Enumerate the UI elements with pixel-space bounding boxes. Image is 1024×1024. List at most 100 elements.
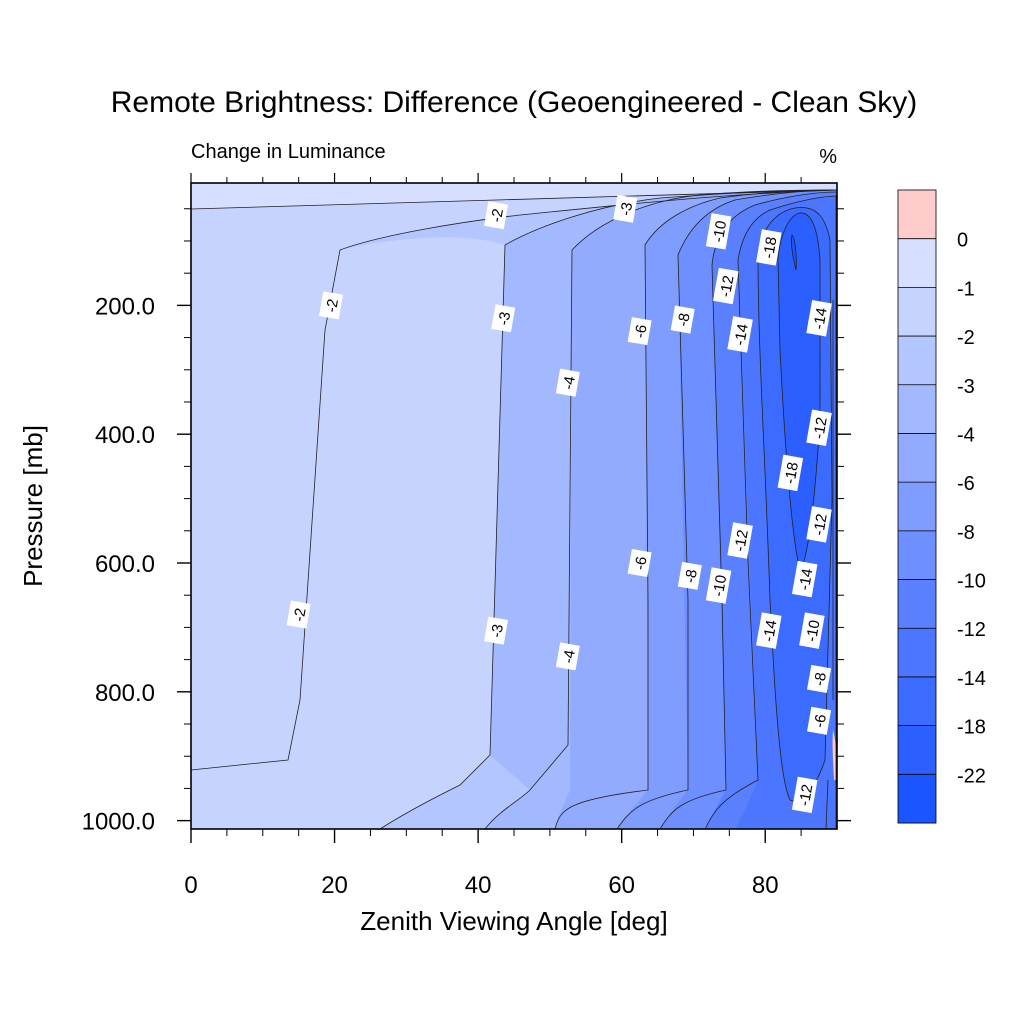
y-tick-label: 400.0 xyxy=(95,422,155,449)
contour-label: -18 xyxy=(756,229,782,266)
x-tick-label: 20 xyxy=(321,872,348,899)
colorbar-swatch xyxy=(898,774,936,824)
contour-label: -12 xyxy=(712,267,739,305)
contour-label: -6 xyxy=(807,706,832,735)
contour-label: -12 xyxy=(806,506,832,543)
colorbar-label: -6 xyxy=(957,473,975,495)
subtitle-right: % xyxy=(819,146,837,168)
contour-line-minimum xyxy=(791,234,797,271)
contour-label: -10 xyxy=(705,567,732,604)
colorbar-swatch xyxy=(898,433,936,483)
x-tick-label: 60 xyxy=(608,872,635,899)
contour-label: -8 xyxy=(670,305,695,334)
contour-label-text: -8 xyxy=(675,312,694,328)
contour-label: -12 xyxy=(806,409,832,446)
contour-label: -12 xyxy=(791,776,818,814)
contour-label-bg xyxy=(677,561,702,590)
contour-label-text: -4 xyxy=(560,649,579,665)
contour-label-text: -6 xyxy=(632,323,651,339)
contour-label-bg xyxy=(555,642,580,671)
contour-label-text: -4 xyxy=(560,375,579,391)
contour-label-text: -14 xyxy=(796,567,817,591)
colorbar-label: -2 xyxy=(957,327,975,349)
colorbar-label: -10 xyxy=(957,571,986,593)
contour-label-bg xyxy=(705,213,732,250)
contour-label-text: -10 xyxy=(710,574,731,598)
contour-line-minus-8 xyxy=(616,189,838,830)
contour-label-text: -12 xyxy=(731,529,752,553)
contour-label-text: -6 xyxy=(632,555,651,571)
contour-label-text: -8 xyxy=(811,671,830,687)
colorbar-label: -8 xyxy=(957,522,975,544)
contour-label-text: -2 xyxy=(291,607,310,623)
contour-label-text: -10 xyxy=(710,219,731,243)
contour-line-minus-6 xyxy=(554,189,838,830)
contour-label: -2 xyxy=(484,201,509,230)
colorbar-swatch xyxy=(898,238,936,288)
contour-label-bg xyxy=(286,600,311,629)
contour-line-minus-3 xyxy=(379,189,838,830)
contour-label-text: -14 xyxy=(731,322,752,346)
contour-label-text: -12 xyxy=(810,416,831,440)
x-tick-label: 0 xyxy=(184,872,197,899)
y-axis-label: Pressure [mb] xyxy=(18,425,48,587)
contour-label-bg xyxy=(777,454,804,492)
contour-label: -18 xyxy=(777,454,804,492)
contour-label-bg xyxy=(807,706,832,735)
contour-label: -10 xyxy=(799,612,825,649)
y-tick-label: 200.0 xyxy=(95,293,155,320)
contour-line-minus-2 xyxy=(190,189,838,771)
contour-label-bg xyxy=(806,506,832,543)
y-tick-label: 600.0 xyxy=(95,551,155,578)
colorbar-swatch xyxy=(898,725,936,775)
contour-label-text: -3 xyxy=(495,310,514,326)
plot-area: -2 -3-10-18-12-2-3-6-8-14-14-4-12-18-12-1… xyxy=(190,182,838,830)
colorbar-swatch xyxy=(898,530,936,581)
band-minus-1 xyxy=(191,183,837,209)
colorbar-label: -18 xyxy=(957,717,986,739)
colorbar-swatch xyxy=(898,336,936,386)
colorbar-swatch xyxy=(898,287,936,337)
contour-label-bg xyxy=(705,567,732,604)
contour-label-text: -8 xyxy=(682,568,701,584)
contour-label-bg xyxy=(627,317,652,346)
contour-label-bg xyxy=(712,267,739,305)
contour-label-bg xyxy=(484,616,509,645)
contour-label: -8 xyxy=(807,664,832,693)
x-axis-label: Zenith Viewing Angle [deg] xyxy=(360,906,667,936)
contour-label: -14 xyxy=(791,560,818,598)
colorbar-label: -12 xyxy=(957,619,986,641)
colorbar-label: -3 xyxy=(957,376,975,398)
band-minus-2-fill xyxy=(191,237,505,829)
contour-label-text: -2 xyxy=(323,298,342,314)
contour-label: -6 xyxy=(627,317,652,346)
contour-label-text: -12 xyxy=(717,274,738,298)
colorbar-swatch xyxy=(898,482,936,532)
colorbar-label: -14 xyxy=(957,668,986,690)
contour-label-text: -18 xyxy=(782,461,803,485)
contour-label-bg xyxy=(756,229,782,266)
contour-label-bg xyxy=(670,305,695,334)
contour-label-text: -14 xyxy=(760,619,781,643)
contour-label: -2 xyxy=(318,291,343,320)
contour-label: -4 xyxy=(555,368,580,397)
contour-label-bg xyxy=(806,300,832,337)
contour-label-bg xyxy=(491,304,516,333)
contour-label-bg xyxy=(799,612,825,649)
subtitle-left: Change in Luminance xyxy=(191,141,386,163)
contour-label-text: -3 xyxy=(617,201,636,217)
contour-label-text: -6 xyxy=(811,713,830,729)
colorbar-swatch xyxy=(898,579,936,629)
contour-label: -6 xyxy=(627,548,652,578)
y-tick-label: 1000.0 xyxy=(82,809,155,836)
contour-label-text: -14 xyxy=(810,306,831,330)
x-tick-label: 80 xyxy=(752,872,779,899)
contour-label: -12 xyxy=(727,522,753,559)
colorbar-swatch xyxy=(898,190,936,240)
y-axis: 200.0 400.0 600.0 800.0 1000.0 xyxy=(82,208,851,836)
colorbar: 0 -1 -2 -3 -4 -6 -8 -10 -12 -14 -18 -22 xyxy=(897,189,986,824)
contour-label-bg xyxy=(791,776,818,814)
contour-label: -3 xyxy=(613,194,638,223)
colorbar-swatch xyxy=(898,384,936,434)
